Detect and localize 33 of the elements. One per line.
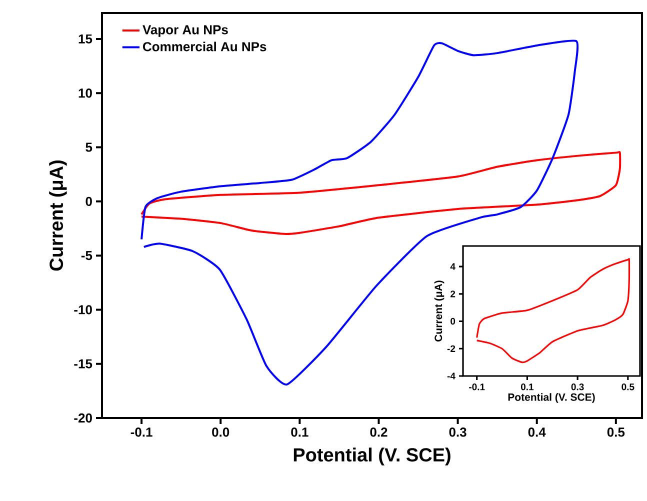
x-tick-label: 0.3: [449, 428, 466, 437]
x-axis-title: Potential (V. SCE): [508, 393, 595, 403]
y-tick-label: -10: [74, 305, 92, 314]
y-tick-label: 15: [78, 34, 92, 44]
x-tick-label: 0.0: [212, 428, 230, 437]
y-tick-label: -15: [74, 359, 92, 368]
x-axis-title: Potential (V. SCE): [294, 448, 450, 466]
y-tick-label: -2: [447, 345, 456, 352]
y-tick-label: 4: [450, 263, 456, 270]
y-tick-label: 2: [450, 290, 456, 298]
x-tick-label: -0.1: [469, 384, 485, 390]
x-tick-label: 0.5: [607, 428, 625, 437]
x-tick-label: -0.1: [130, 428, 152, 437]
y-tick-label: 10: [78, 88, 92, 98]
y-tick-label: -5: [81, 251, 92, 260]
line-series: [140, 40, 578, 386]
y-tick-label: -20: [74, 413, 92, 423]
line-series: [476, 258, 630, 364]
x-tick-label: 0.5: [622, 384, 634, 390]
y-tick-label: 0: [450, 318, 456, 325]
y-axis-title: Current (μA): [49, 160, 67, 271]
line-series: [140, 151, 622, 235]
x-tick-label: 0.4: [528, 428, 546, 437]
x-tick-label: 0.2: [370, 428, 388, 437]
x-tick-label: 0.1: [291, 428, 308, 437]
x-tick-label: 0.1: [520, 384, 534, 390]
y-tick-label: 5: [86, 142, 92, 152]
legend-label: Commercial Au NPs: [143, 42, 266, 52]
x-tick-label: 0.3: [571, 384, 584, 390]
y-axis-title: Current (μA): [434, 280, 444, 342]
y-tick-label: 0: [86, 196, 92, 206]
legend-label: Vapor Au NPs: [142, 25, 228, 37]
y-tick-label: -4: [447, 372, 456, 380]
